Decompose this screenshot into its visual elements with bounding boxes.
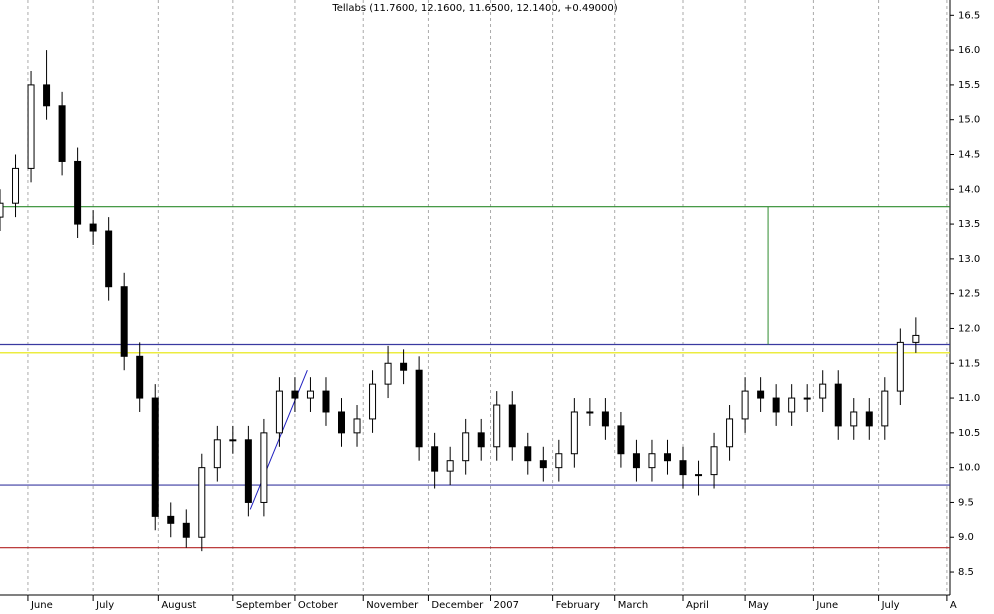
x-tick-label: A — [950, 600, 957, 610]
candle-body — [912, 334, 920, 343]
candle-body — [338, 411, 346, 434]
x-tick-label: July — [881, 600, 900, 610]
candle-body — [213, 439, 221, 469]
candle-body — [306, 390, 314, 399]
y-tick-label: 16.5 — [958, 10, 980, 21]
x-tick-label: December — [431, 600, 484, 610]
candle-body — [89, 223, 97, 232]
candle-body — [136, 355, 144, 399]
x-tick-label: June — [815, 600, 838, 610]
y-tick-label: 8.5 — [958, 567, 974, 578]
x-tick-label: April — [686, 600, 709, 610]
candle-body — [493, 404, 501, 448]
candle-body — [648, 453, 656, 469]
x-tick-label: May — [748, 600, 769, 610]
x-tick-label: June — [30, 600, 53, 610]
y-tick-label: 10.5 — [958, 428, 980, 439]
x-tick-label: March — [618, 600, 648, 610]
candle-body — [12, 167, 20, 204]
candle-body — [834, 383, 842, 427]
candle-body — [865, 411, 873, 427]
candle-body — [803, 397, 811, 400]
candle-body — [275, 390, 283, 434]
candle-body — [27, 84, 35, 169]
candle-body — [0, 202, 4, 218]
y-tick-label: 16.0 — [958, 45, 980, 56]
candle-body — [524, 446, 532, 462]
candle-body — [601, 411, 609, 427]
candle-body — [260, 432, 268, 503]
candle-body — [58, 105, 66, 162]
candle-body — [663, 453, 671, 462]
x-tick-label: August — [161, 600, 196, 610]
y-tick-label: 12.5 — [958, 289, 980, 300]
candle-body — [291, 390, 299, 399]
candle-body — [120, 286, 128, 357]
candle-body — [353, 418, 361, 434]
candle-body — [43, 84, 51, 107]
candle-body — [757, 390, 765, 399]
candle-body — [446, 460, 454, 472]
candle-body — [679, 460, 687, 476]
y-tick-label: 10.0 — [958, 463, 980, 474]
candle-body — [555, 453, 563, 469]
candle-body — [229, 439, 237, 442]
candle-body — [617, 425, 625, 455]
x-tick-label: July — [95, 600, 114, 610]
y-tick-label: 12.0 — [958, 323, 980, 334]
candle-body — [570, 411, 578, 455]
candle-body — [896, 341, 904, 392]
y-tick-label: 13.5 — [958, 219, 980, 230]
x-tick-label: 2007 — [494, 600, 519, 610]
candle-body — [772, 397, 780, 413]
candle-body — [431, 446, 439, 472]
candle-body — [726, 418, 734, 448]
candle-body — [151, 397, 159, 517]
candle-body — [322, 390, 330, 413]
candle-body — [586, 411, 594, 414]
y-tick-label: 15.5 — [958, 80, 980, 91]
candle-body — [415, 369, 423, 448]
candle-body — [400, 362, 408, 371]
candle-body — [695, 474, 703, 477]
candle-body — [508, 404, 516, 448]
candle-body — [788, 397, 796, 413]
candle-body — [477, 432, 485, 448]
y-tick-label: 14.0 — [958, 184, 980, 195]
candle-body — [369, 383, 377, 420]
y-tick-label: 13.0 — [958, 254, 980, 265]
candle-body — [105, 230, 113, 288]
candle-body — [850, 411, 858, 427]
candle-body — [74, 160, 82, 225]
x-tick-label: February — [556, 600, 600, 610]
candle-body — [539, 460, 547, 469]
candle-body — [819, 383, 827, 399]
y-tick-label: 14.5 — [958, 149, 980, 160]
y-tick-label: 11.0 — [958, 393, 980, 404]
candle-body — [710, 446, 718, 476]
y-tick-label: 11.5 — [958, 358, 980, 369]
y-tick-label: 9.0 — [958, 532, 974, 543]
candle-body — [244, 439, 252, 503]
candle-body — [741, 390, 749, 420]
y-tick-label: 15.0 — [958, 115, 980, 126]
candle-body — [198, 467, 206, 538]
candle-body — [384, 362, 392, 385]
candle-body — [632, 453, 640, 469]
candle-body — [462, 432, 470, 462]
y-tick-label: 9.5 — [958, 497, 974, 508]
x-tick-label: September — [236, 600, 292, 610]
x-tick-label: October — [298, 600, 339, 610]
candle-body — [182, 522, 190, 538]
x-tick-label: November — [366, 600, 419, 610]
candle-body — [167, 515, 175, 524]
chart-title: Tellabs (11.7600, 12.1600, 11.6500, 12.1… — [331, 3, 617, 14]
candle-body — [881, 390, 889, 427]
